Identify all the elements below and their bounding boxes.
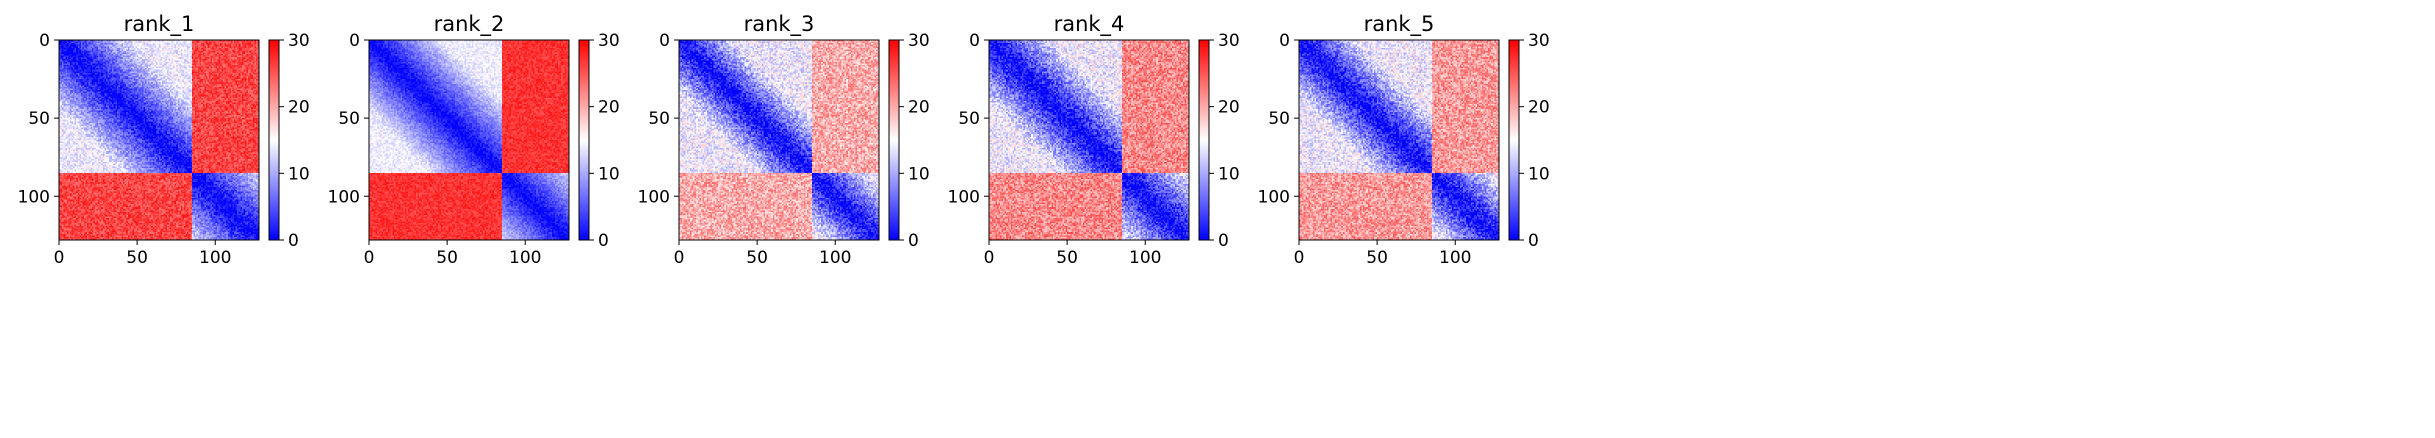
panel-rank-5: rank_5 0 50 100 0 50 100 0 10 20 30 (1258, 12, 1550, 268)
y-tick-label: 0 (969, 31, 980, 51)
x-tick-label: 50 (1056, 248, 1078, 268)
colorbar-tick-label: 20 (288, 98, 310, 118)
colorbar-tick-label: 0 (598, 231, 609, 251)
colorbar (888, 39, 900, 241)
colorbar-tick-label: 0 (908, 231, 919, 251)
colorbar-tick-label: 30 (908, 31, 930, 51)
panel-title: rank_5 (1364, 12, 1435, 37)
x-tick-label: 50 (746, 248, 768, 268)
colorbar (1508, 39, 1520, 241)
y-tick-label: 100 (948, 187, 980, 207)
x-tick-label: 100 (1439, 248, 1471, 268)
y-tick-label: 0 (39, 31, 50, 51)
heatmap-image (369, 40, 569, 240)
colorbar-tick-label: 30 (1218, 31, 1240, 51)
colorbar-tick-label: 10 (1218, 164, 1240, 184)
panel-rank-4: rank_4 0 50 100 0 50 100 0 10 20 30 (948, 12, 1240, 268)
x-tick-label: 0 (364, 248, 375, 268)
panel-title: rank_2 (434, 12, 505, 37)
y-tick-label: 100 (1258, 187, 1290, 207)
y-tick-label: 0 (349, 31, 360, 51)
colorbar-tick-label: 20 (598, 98, 620, 118)
y-tick-label: 100 (638, 187, 670, 207)
x-tick-label: 0 (984, 248, 995, 268)
colorbar-tick-label: 20 (908, 98, 930, 118)
x-tick-label: 100 (199, 248, 231, 268)
x-tick-label: 100 (819, 248, 851, 268)
panel-title: rank_3 (744, 12, 815, 37)
x-tick-label: 0 (1294, 248, 1305, 268)
x-tick-label: 0 (674, 248, 685, 268)
colorbar (578, 39, 590, 241)
colorbar-tick-label: 10 (598, 164, 620, 184)
y-tick-label: 50 (648, 109, 670, 129)
colorbar-tick-label: 30 (288, 31, 310, 51)
colorbar-tick-label: 20 (1218, 98, 1240, 118)
y-tick-label: 50 (1268, 109, 1290, 129)
colorbar-tick-label: 0 (288, 231, 299, 251)
panel-rank-2: rank_2 0 50 100 0 50 100 0 10 20 30 (328, 12, 620, 268)
x-tick-label: 100 (509, 248, 541, 268)
heatmap-frame (1298, 39, 1500, 241)
colorbar-tick-label: 0 (1218, 231, 1229, 251)
x-tick-label: 100 (1129, 248, 1161, 268)
y-tick-label: 50 (958, 109, 980, 129)
colorbar-tick-label: 30 (1528, 31, 1550, 51)
x-tick-label: 50 (436, 248, 458, 268)
x-tick-label: 50 (126, 248, 148, 268)
x-tick-label: 50 (1366, 248, 1388, 268)
colorbar (268, 39, 280, 241)
y-tick-label: 100 (18, 187, 50, 207)
heatmap-image (679, 40, 879, 240)
colorbar-tick-label: 10 (288, 164, 310, 184)
panel-title: rank_4 (1054, 12, 1125, 37)
heatmap-image (1299, 40, 1499, 240)
x-tick-label: 0 (54, 248, 65, 268)
colorbar-tick-label: 0 (1528, 231, 1539, 251)
heatmap-frame (58, 39, 260, 241)
colorbar (1198, 39, 1210, 241)
colorbar-tick-label: 10 (908, 164, 930, 184)
y-tick-label: 0 (1279, 31, 1290, 51)
heatmap-image (989, 40, 1189, 240)
heatmap-frame (988, 39, 1190, 241)
y-tick-label: 0 (659, 31, 670, 51)
colorbar-tick-label: 20 (1528, 98, 1550, 118)
y-tick-label: 100 (328, 187, 360, 207)
panel-title: rank_1 (124, 12, 195, 37)
colorbar-tick-label: 30 (598, 31, 620, 51)
heatmap-frame (678, 39, 880, 241)
panel-rank-1: rank_1 0 50 100 0 50 100 0 10 20 30 (18, 12, 310, 268)
heatmap-image (59, 40, 259, 240)
heatmap-frame (368, 39, 570, 241)
panel-rank-3: rank_3 0 50 100 0 50 100 0 10 20 30 (638, 12, 930, 268)
colorbar-tick-label: 10 (1528, 164, 1550, 184)
y-tick-label: 50 (338, 109, 360, 129)
y-tick-label: 50 (28, 109, 50, 129)
